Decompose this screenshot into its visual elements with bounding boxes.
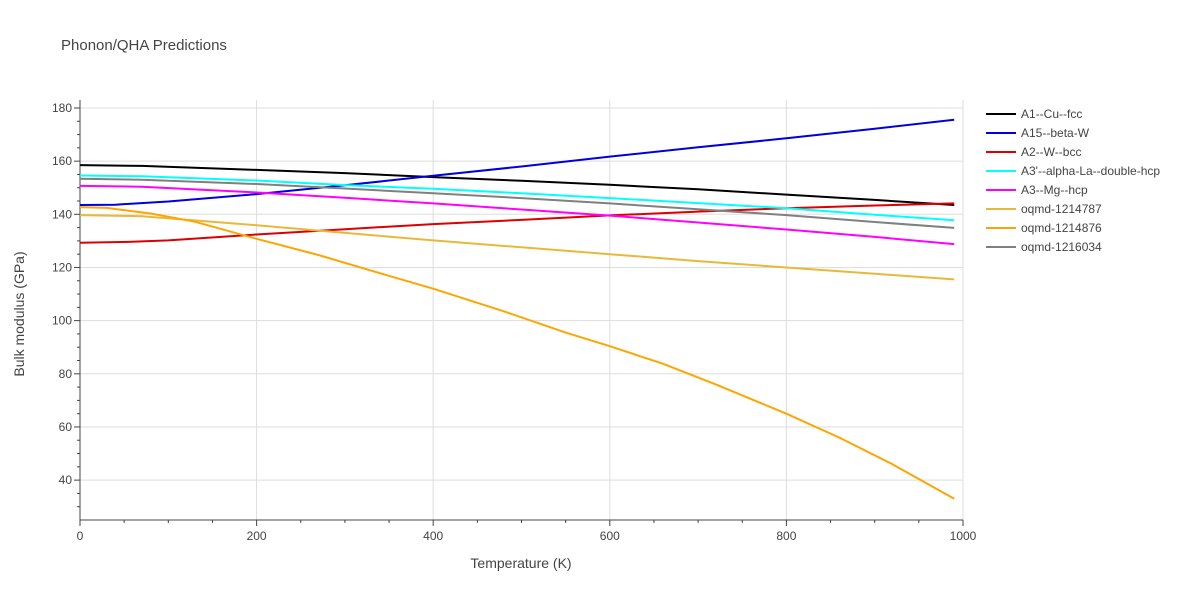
legend-item: A3'--alpha-La--double-hcp (986, 164, 1160, 178)
legend-label: oqmd-1214787 (1021, 202, 1102, 216)
legend-item: A2--W--bcc (986, 145, 1081, 159)
gridlines (80, 100, 964, 520)
legend-label: A1--Cu--fcc (1021, 107, 1082, 121)
series-line (79, 202, 955, 244)
series-line (79, 164, 955, 206)
legend-label: oqmd-1216034 (1021, 240, 1102, 254)
series-line (79, 174, 955, 222)
series-line (79, 177, 955, 229)
x-tick-label: 600 (600, 529, 620, 543)
series-lines (79, 118, 955, 500)
y-tick-label: 140 (52, 207, 72, 221)
series-line (79, 206, 955, 500)
series-line (79, 214, 955, 281)
y-tick-label: 40 (59, 473, 73, 487)
chart-title: Phonon/QHA Predictions (61, 37, 227, 54)
legend-item: oqmd-1214876 (986, 221, 1102, 235)
legend: A1--Cu--fcc A15--beta-W A2--W--bcc A3'--alp… (986, 107, 1160, 254)
x-axis-title: Temperature (K) (470, 555, 571, 571)
x-tick-label: 0 (77, 529, 84, 543)
legend-item: A15--beta-W (986, 126, 1090, 140)
y-axis-title: Bulk modulus (GPa) (11, 251, 27, 376)
x-tick-label: 400 (423, 529, 443, 543)
x-tick-label: 200 (247, 529, 267, 543)
y-tick-label: 100 (52, 314, 72, 328)
y-tick-label: 120 (52, 260, 72, 274)
x-tick-label: 1000 (950, 529, 977, 543)
y-tick-label: 180 (52, 101, 72, 115)
legend-item: A1--Cu--fcc (986, 107, 1082, 121)
legend-item: oqmd-1216034 (986, 240, 1102, 254)
legend-label: A3'--alpha-La--double-hcp (1021, 164, 1160, 178)
y-tick-label: 60 (59, 420, 73, 434)
axes: 0 200 400 600 800 1000 40 60 80 100 120 140 160 180 (52, 100, 977, 543)
legend-label: A15--beta-W (1021, 126, 1090, 140)
legend-label: oqmd-1214876 (1021, 221, 1102, 235)
y-tick-label: 160 (52, 154, 72, 168)
legend-item: oqmd-1214787 (986, 202, 1102, 216)
series-line (79, 118, 955, 206)
legend-label: A2--W--bcc (1021, 145, 1081, 159)
series-line (79, 184, 955, 246)
y-tick-label: 80 (59, 367, 73, 381)
x-tick-label: 800 (776, 529, 796, 543)
legend-label: A3--Mg--hcp (1021, 183, 1088, 197)
legend-item: A3--Mg--hcp (986, 183, 1088, 197)
